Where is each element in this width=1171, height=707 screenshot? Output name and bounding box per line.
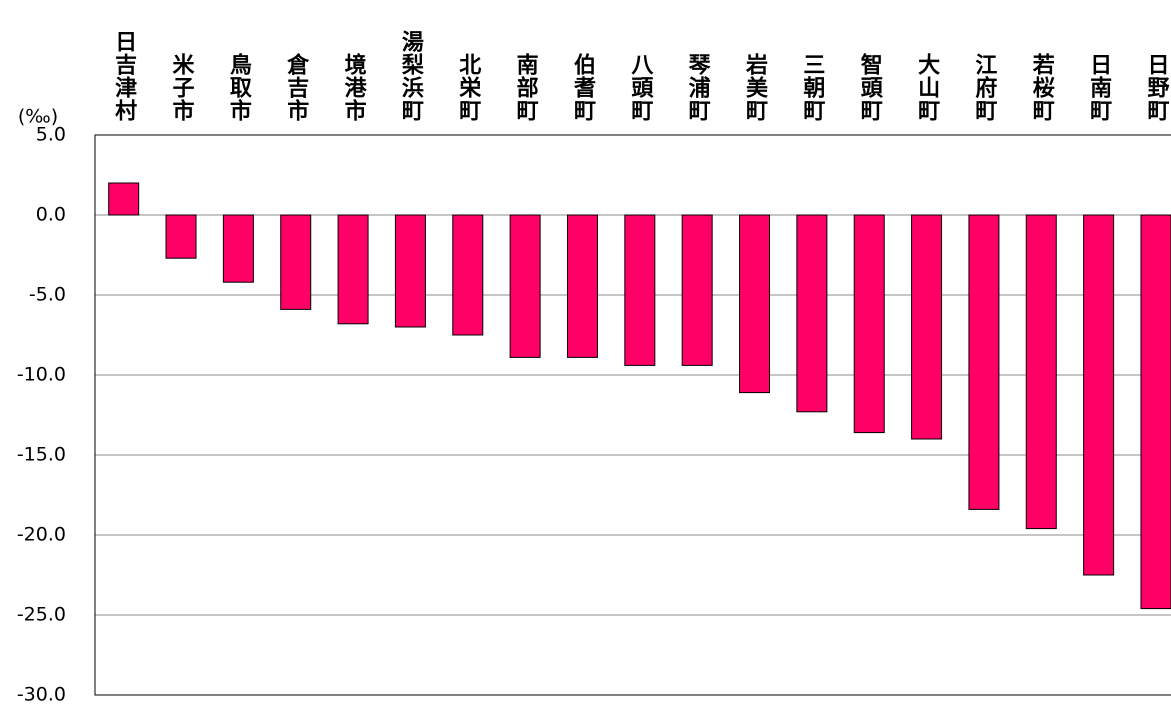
bar (1083, 214, 1115, 576)
bar (165, 214, 197, 259)
x-tick-label: 伯耆町 (570, 52, 597, 122)
bar (337, 214, 369, 325)
y-tick-label: 0.0 (36, 204, 66, 226)
x-tick-label: 鳥取市 (226, 52, 252, 122)
bar (566, 214, 598, 358)
bar (394, 214, 426, 328)
x-tick-label: 日吉津村 (111, 30, 137, 122)
x-tick-label: 南部町 (513, 53, 539, 122)
bar (108, 182, 140, 216)
x-tick-label: 八頭町 (627, 53, 653, 122)
bar (1140, 214, 1171, 610)
bar (968, 214, 1000, 510)
bar (624, 214, 656, 366)
bar (796, 214, 828, 413)
plot-border (94, 134, 1171, 696)
y-tick-label: -5.0 (29, 284, 66, 306)
x-tick-label: 若桜町 (1029, 52, 1055, 122)
bar (911, 214, 943, 440)
x-tick-label: 琴浦町 (685, 53, 711, 122)
x-tick-label: 湯梨浜町 (398, 30, 424, 122)
x-tick-label: 米子市 (169, 53, 195, 122)
bar (1025, 214, 1057, 530)
y-tick-label: 5.0 (36, 124, 66, 146)
x-tick-label: 大山町 (914, 53, 940, 122)
bar (853, 214, 885, 434)
bar (452, 214, 484, 336)
bar (509, 214, 541, 358)
y-tick-label: -15.0 (17, 444, 66, 466)
x-tick-label: 智頭町 (857, 52, 883, 122)
bar (739, 214, 771, 394)
x-tick-label: 日野町 (1143, 53, 1169, 122)
bar (280, 214, 312, 310)
x-tick-label: 三朝町 (799, 53, 825, 122)
x-tick-label: 境港市 (341, 52, 367, 122)
x-tick-label: 倉吉市 (283, 52, 310, 122)
y-unit-label: (‰) (18, 106, 58, 128)
y-tick-label: -30.0 (17, 684, 66, 706)
x-tick-label: 日南町 (1086, 53, 1112, 122)
y-tick-label: -25.0 (17, 604, 66, 626)
bar (681, 214, 713, 366)
x-tick-label: 北栄町 (455, 53, 482, 122)
y-tick-label: -10.0 (17, 364, 66, 386)
bar (222, 214, 254, 283)
y-tick-label: -20.0 (17, 524, 66, 546)
x-tick-label: 江府町 (971, 53, 997, 122)
x-tick-label: 岩美町 (742, 53, 769, 122)
